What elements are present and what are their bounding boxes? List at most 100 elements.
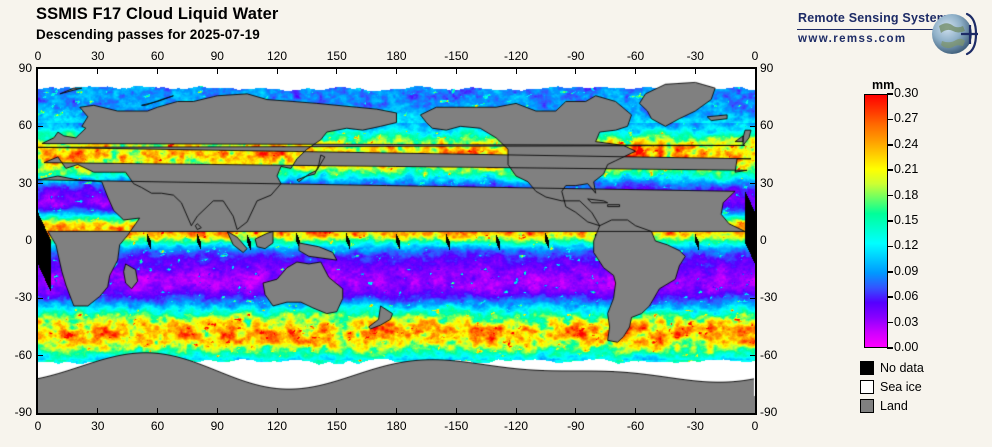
- map-legend: No data Sea ice Land: [860, 358, 980, 415]
- legend-swatch: [860, 398, 874, 413]
- y-tick-label-right-5: -60: [760, 347, 778, 362]
- remss-logo: Remote Sensing Systems www.remss.com: [795, 8, 985, 60]
- y-tick-label-left-5: -60: [14, 347, 32, 362]
- y-tick-label-right-4: -30: [760, 290, 778, 305]
- y-tick-label-left-6: -90: [14, 405, 32, 419]
- axis-tick: [750, 355, 755, 357]
- axis-tick: [216, 69, 218, 74]
- y-tick-label-right-0: 90: [760, 61, 774, 75]
- axis-tick: [694, 408, 696, 413]
- logo-divider: [797, 29, 937, 30]
- colorbar-tick: [887, 93, 893, 95]
- colorbar-label-8: 0.06: [894, 289, 919, 304]
- colorbar-tick: [887, 169, 893, 171]
- colorbar-label-7: 0.09: [894, 263, 919, 278]
- colorbar-tick: [887, 144, 893, 146]
- axis-tick: [336, 408, 338, 413]
- cloud-liquid-water-map: [38, 69, 755, 413]
- colorbar-label-1: 0.27: [894, 111, 919, 126]
- x-tick-label-bottom-7: -150: [444, 419, 469, 433]
- colorbar-tick: [887, 245, 893, 248]
- x-tick-label-bottom-4: 120: [266, 419, 288, 433]
- x-tick-label-top-5: 150: [326, 49, 347, 63]
- axis-tick: [515, 69, 517, 74]
- colorbar-label-2: 0.24: [894, 136, 919, 151]
- axis-tick: [575, 69, 577, 74]
- x-tick-label-top-3: 90: [210, 49, 224, 63]
- axis-tick: [455, 69, 457, 74]
- y-tick-label-left-3: 0: [25, 233, 32, 247]
- y-tick-label-right-6: -90: [760, 405, 778, 419]
- colorbar-tick: [887, 296, 893, 298]
- axis-tick: [276, 408, 278, 413]
- x-tick-label-top-6: 180: [386, 49, 407, 63]
- logo-company-name: Remote Sensing Systems: [798, 11, 956, 25]
- legend-item: No data: [860, 358, 980, 377]
- x-tick-label-top-0: 0: [34, 49, 42, 63]
- axis-tick: [38, 297, 43, 299]
- map-plot-area: [36, 67, 757, 415]
- y-tick-label-right-2: 30: [760, 175, 774, 190]
- y-tick-label-left-0: 90: [18, 61, 32, 75]
- colorbar-label-9: 0.03: [894, 314, 919, 329]
- axis-tick: [396, 69, 397, 74]
- x-tick-label-bottom-12: 0: [751, 419, 759, 433]
- legend-label: No data: [880, 360, 924, 375]
- axis-tick: [336, 69, 338, 74]
- x-tick-label-top-2: 60: [150, 49, 165, 63]
- colorbar-tick: [887, 321, 893, 324]
- y-tick-label-left-4: -30: [14, 290, 32, 305]
- y-tick-label-left-2: 30: [18, 175, 32, 190]
- legend-swatch: [860, 360, 874, 375]
- x-tick-label-bottom-5: 150: [326, 419, 347, 433]
- x-tick-label-bottom-9: -90: [567, 419, 585, 433]
- colorbar-label-4: 0.18: [894, 187, 919, 202]
- axis-tick: [97, 69, 99, 74]
- x-tick-label-bottom-8: -120: [503, 419, 529, 433]
- y-tick-label-right-3: 0: [760, 233, 767, 247]
- x-tick-label-top-8: -120: [503, 49, 529, 63]
- x-tick-label-top-7: -150: [444, 49, 469, 63]
- axis-tick: [750, 240, 755, 242]
- legend-swatch: [860, 379, 874, 394]
- axis-tick: [97, 408, 99, 413]
- axis-tick: [694, 69, 696, 74]
- colorbar-label-6: 0.12: [894, 238, 919, 253]
- page-title: SSMIS F17 Cloud Liquid Water: [36, 5, 279, 23]
- logo-website-url: www.remss.com: [798, 33, 907, 45]
- axis-tick: [750, 297, 755, 299]
- axis-tick: [216, 408, 218, 413]
- colorbar-tick: [887, 194, 893, 197]
- axis-tick: [38, 125, 43, 127]
- colorbar-gradient: [865, 95, 887, 347]
- globe-icon: [932, 12, 978, 56]
- x-tick-label-top-12: 0: [751, 49, 759, 63]
- axis-tick: [750, 125, 755, 127]
- colorbar-label-10: 0.00: [894, 340, 919, 354]
- x-tick-label-bottom-3: 90: [210, 419, 224, 433]
- axis-tick: [38, 240, 43, 242]
- colorbar-unit-label: mm: [872, 78, 895, 92]
- legend-label: Land: [880, 398, 908, 413]
- x-tick-label-top-11: -30: [686, 49, 704, 63]
- legend-item: Sea ice: [860, 377, 980, 396]
- y-tick-label-right-1: 60: [760, 118, 774, 133]
- x-tick-label-bottom-1: 30: [91, 419, 105, 433]
- x-tick-label-top-9: -90: [567, 49, 585, 63]
- axis-tick: [157, 69, 158, 74]
- x-tick-label-bottom-6: 180: [386, 419, 407, 433]
- legend-item: Land: [860, 396, 980, 415]
- axis-tick: [635, 408, 636, 413]
- axis-tick: [276, 69, 278, 74]
- colorbar-tick: [887, 118, 893, 121]
- axis-tick: [38, 355, 43, 357]
- x-tick-label-top-1: 30: [91, 49, 105, 63]
- axis-tick: [396, 408, 397, 413]
- colorbar: [864, 94, 888, 348]
- legend-label: Sea ice: [880, 379, 922, 394]
- axis-tick: [635, 69, 636, 74]
- x-tick-label-bottom-0: 0: [34, 419, 42, 433]
- colorbar-tick: [887, 220, 893, 222]
- axis-tick: [38, 183, 43, 185]
- colorbar-tick: [887, 347, 893, 349]
